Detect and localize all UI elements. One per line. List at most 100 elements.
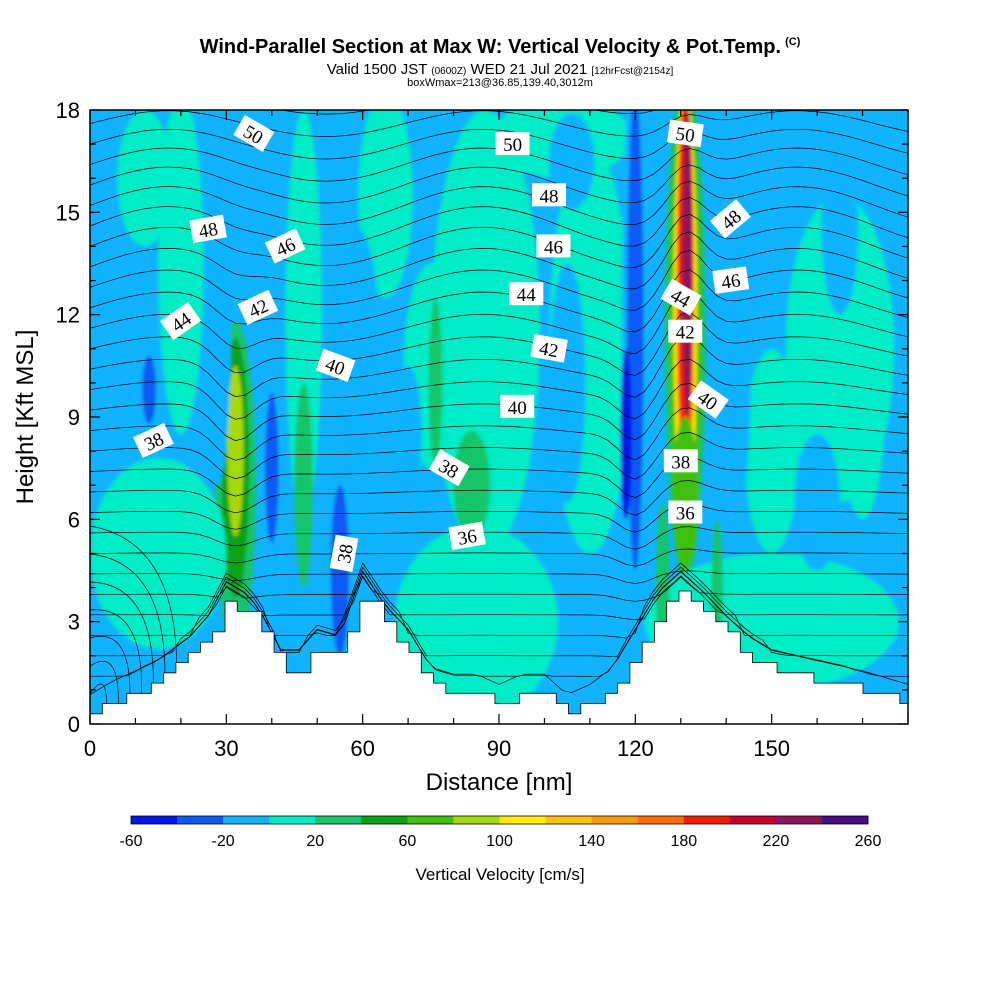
isentrope-line: [90, 290, 908, 355]
contour-label: 46: [712, 266, 750, 294]
velocity-cell: [682, 110, 693, 417]
contour-label-text: 46: [544, 237, 563, 258]
isentrope-line: [90, 503, 908, 533]
isentrope-line: [90, 548, 908, 567]
colorbar-swatch: [177, 816, 224, 824]
contour-label-box: [448, 521, 486, 551]
contour-label: 48: [532, 183, 566, 207]
contour-label: 36: [448, 521, 486, 551]
colorbar-swatch: [361, 816, 408, 824]
valid-time: Valid 1500 JST: [326, 61, 428, 78]
colorbar-swatch: [269, 816, 316, 824]
contour-label: 42: [668, 319, 703, 344]
contour-label-text: 48: [540, 186, 559, 207]
contour-label: 44: [509, 282, 544, 306]
colorbar-tick-label: -20: [212, 833, 235, 850]
terrain: [90, 590, 908, 724]
velocity-cell: [330, 485, 349, 656]
valid-date: WED 21 Jul 2021: [470, 61, 588, 78]
contour-label-box: [160, 301, 202, 341]
contour-label-box: [233, 115, 275, 152]
isentrope-line: [90, 575, 908, 620]
isentrope-line: [90, 566, 908, 658]
contour-label-box: [536, 234, 571, 258]
y-tick-label: 3: [68, 610, 80, 635]
velocity-cell: [821, 144, 858, 315]
colorbar-tick-label: 100: [486, 833, 513, 850]
colorbar-tick-label: 60: [399, 833, 417, 850]
x-tick-label: 30: [214, 736, 238, 761]
isentrope-line: [90, 480, 908, 516]
x-tick-label: 60: [350, 736, 374, 761]
velocity-cell: [90, 457, 227, 649]
colorbar-swatch: [821, 816, 869, 824]
isentrope-line: [90, 456, 908, 498]
contour-label-text: 36: [676, 504, 695, 525]
contour-label-text: 42: [538, 338, 560, 362]
contour-label-text: 48: [197, 219, 219, 243]
contour-label-box: [712, 266, 750, 294]
colorbar-swatch: [499, 816, 546, 824]
velocity-cell: [428, 297, 443, 469]
contour-label-box: [660, 278, 702, 316]
contour-label-box: [668, 319, 703, 343]
contour-label-box: [530, 334, 568, 363]
isentrope-line: [90, 249, 908, 311]
velocity-cell: [533, 399, 565, 571]
x-tick-label: 0: [84, 736, 96, 761]
isentrope-line: [90, 570, 908, 584]
velocity-cell: [294, 382, 313, 588]
colorbar-tick-label: 180: [670, 833, 697, 850]
colorbar-tick-label: 20: [306, 833, 324, 850]
contour-label-text: 50: [503, 135, 522, 156]
contour-label: 42: [530, 334, 568, 363]
isentrope-line: [90, 526, 908, 550]
velocity-cell: [227, 365, 244, 537]
chart-subtitle: Valid 1500 JST (0600Z) WED 21 Jul 2021 […: [0, 61, 1000, 78]
colorbar-tick-label: 140: [578, 833, 605, 850]
isentrope-line: [90, 269, 908, 333]
isentrope-line: [90, 432, 908, 480]
velocity-cell: [283, 570, 297, 673]
contour-label: 46: [264, 228, 306, 264]
box-info: boxWmax=213@36.85,139.40,3012m: [407, 77, 593, 89]
isentrope-line: [90, 562, 908, 639]
isentrope-line: [90, 358, 908, 420]
contour-label: 36: [668, 500, 703, 525]
velocity-cell: [453, 430, 490, 540]
velocity-cell: [358, 110, 413, 298]
isentrope-line: [90, 213, 908, 268]
contour-label-text: 38: [334, 542, 358, 564]
colorbar-swatch: [131, 816, 178, 824]
colorbar: -60 -20 20 60 100 140 180 220 260: [119, 815, 881, 850]
colorbar-frame: [130, 815, 869, 825]
isentrope-line: [90, 128, 908, 160]
isentrope-line: [90, 570, 908, 677]
contour-label-text: 36: [456, 526, 478, 550]
contour-label: 38: [133, 422, 174, 459]
y-tick-label: 9: [68, 405, 80, 430]
contour-label-box: [710, 199, 751, 239]
velocity-cell: [285, 110, 322, 520]
contour-label: 40: [500, 394, 535, 419]
colorbar-swatch: [407, 816, 454, 824]
colorbar-swatch: [683, 816, 731, 824]
contour-label: 38: [663, 449, 698, 473]
isentrope-line: [90, 407, 908, 461]
colorbar-swatch: [545, 816, 592, 824]
contour-label-box: [189, 214, 227, 244]
colorbar-label: Vertical Velocity [cm/s]: [415, 865, 584, 884]
velocity-cell: [430, 110, 540, 554]
velocity-cell: [203, 178, 231, 486]
colorbar-swatch: [223, 816, 270, 824]
colorbar-swatch: [453, 816, 500, 824]
x-tick-label: 120: [617, 736, 654, 761]
isentrope-line: [90, 383, 908, 441]
colorbar-tick-label: 220: [763, 833, 790, 850]
copyright-mark: (C): [785, 36, 801, 49]
contour-label-box: [663, 449, 698, 473]
contour-label-box: [500, 394, 535, 418]
